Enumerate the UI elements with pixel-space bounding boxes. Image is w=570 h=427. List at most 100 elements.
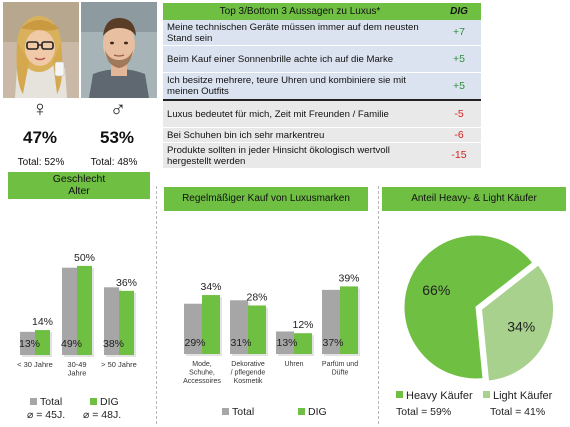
legend-label-heavy: Heavy Käufer <box>406 390 473 402</box>
male-photo <box>81 2 157 98</box>
bar-dig <box>77 265 92 355</box>
statement-text: Luxus bedeutet für mich, Zeit mit Freund… <box>163 100 437 128</box>
bar-dig <box>340 286 358 354</box>
bar-total <box>20 331 35 355</box>
statement-value: -6 <box>437 127 481 143</box>
table-header-row: Top 3/Bottom 3 Aussagen zu Luxus* DIG <box>163 3 481 20</box>
data-label-total: 29% <box>184 337 205 349</box>
table-title: Top 3/Bottom 3 Aussagen zu Luxus* <box>163 3 437 20</box>
table-row: Meine technischen Geräte müssen immer au… <box>163 20 481 46</box>
data-label-dig: 34% <box>200 281 221 293</box>
table-row: Beim Kauf einer Sonnenbrille achte ich a… <box>163 45 481 73</box>
legend-label-total: Total <box>232 406 254 418</box>
category-label: Schuhe, <box>189 370 215 377</box>
statement-text: Meine technischen Geräte müssen immer au… <box>163 20 437 46</box>
statement-text: Beim Kauf einer Sonnenbrille achte ich a… <box>163 45 437 73</box>
bar-dig <box>294 333 312 354</box>
data-label-dig: 14% <box>32 316 53 328</box>
bar-total <box>230 300 248 354</box>
statement-text: Produkte sollten in jeder Hinsicht ökolo… <box>163 142 437 169</box>
data-label-dig: 28% <box>246 291 267 303</box>
male-total: Total: 48% <box>90 157 138 168</box>
data-label-total: 38% <box>103 338 124 350</box>
bar-total <box>322 289 340 354</box>
statement-value: -5 <box>437 100 481 128</box>
category-label: / pflegende <box>231 370 266 377</box>
legend-swatch-heavy <box>396 391 403 398</box>
legend-swatch-total <box>30 398 37 405</box>
category-label: 30-49 <box>67 360 86 369</box>
bar-dig <box>119 290 134 355</box>
bar-total <box>184 303 202 354</box>
female-photo <box>3 2 79 98</box>
statement-value: -15 <box>437 142 481 169</box>
footnote-total: ⌀ = 45J. <box>27 409 65 421</box>
bar-total <box>62 267 77 355</box>
category-label: < 30 Jahre <box>17 360 53 369</box>
gender-header: Geschlecht Alter <box>8 172 150 199</box>
gender-header-label: Geschlecht <box>52 173 106 185</box>
category-label: Parfüm und <box>322 361 358 368</box>
statement-text: Bei Schuhen bin ich sehr markentreu <box>163 127 437 143</box>
statement-value: +5 <box>437 45 481 73</box>
category-label: Mode, <box>192 361 212 368</box>
section-divider <box>156 186 157 424</box>
table-col-label: DIG <box>437 3 481 20</box>
category-label: Uhren <box>284 361 303 368</box>
legend-swatch-dig <box>298 408 305 415</box>
data-label-total: 49% <box>61 338 82 350</box>
legend-label-light: Light Käufer <box>493 390 553 402</box>
data-label-dig: 12% <box>292 319 313 331</box>
legend-swatch-total <box>222 408 229 415</box>
pie-label-heavy: 66% <box>422 282 450 298</box>
legend-label-dig: DIG <box>308 406 327 418</box>
pie-slice-light <box>480 264 555 382</box>
pie-chart-title: Anteil Heavy- & Light Käufer <box>411 193 537 204</box>
data-label-total: 13% <box>19 338 40 350</box>
table-row: Produkte sollten in jeder Hinsicht ökolo… <box>163 142 481 169</box>
category-label: Dekorative <box>231 361 265 368</box>
legend-label-total: Total <box>40 396 62 408</box>
data-label-dig: 39% <box>338 272 359 284</box>
purchase-chart-header: Regelmäßiger Kauf von Luxusmarken <box>164 187 368 211</box>
data-label-total: 37% <box>322 337 343 349</box>
table-row: Bei Schuhen bin ich sehr markentreu -6 <box>163 127 481 143</box>
total-heavy: Total = 59% <box>396 406 451 418</box>
table-row: Luxus bedeutet für mich, Zeit mit Freund… <box>163 100 481 128</box>
statement-text: Ich besitze mehrere, teure Uhren und kom… <box>163 72 437 101</box>
data-label-dig: 50% <box>74 252 95 264</box>
category-label: Accessoires <box>183 378 221 385</box>
data-label-total: 13% <box>276 337 297 349</box>
purchase-bar-chart: 29% 34% Mode, Schuhe,Accessoires 31% 28% Dekor… <box>183 272 360 418</box>
female-total: Total: 52% <box>17 157 65 168</box>
category-label: > 50 Jahre <box>101 360 137 369</box>
male-symbol-icon: ♂ <box>109 96 127 121</box>
category-label: Jahre <box>68 369 87 378</box>
data-label-dig: 36% <box>116 277 137 289</box>
table-row: Ich besitze mehrere, teure Uhren und kom… <box>163 72 481 101</box>
section-divider <box>378 186 379 424</box>
bar-dig <box>35 330 50 355</box>
pie-label-light: 34% <box>507 318 535 334</box>
legend-swatch-light <box>483 391 490 398</box>
bar-total <box>276 331 294 354</box>
pie-slice-heavy <box>403 234 534 380</box>
statement-value: +5 <box>437 72 481 101</box>
age-chart-title: Alter <box>68 185 90 197</box>
total-light: Total = 41% <box>490 406 545 418</box>
pie-chart-header: Anteil Heavy- & Light Käufer <box>382 187 566 211</box>
purchase-chart-title: Regelmäßiger Kauf von Luxusmarken <box>182 193 350 204</box>
bar-dig <box>202 295 220 354</box>
data-label-total: 31% <box>230 337 251 349</box>
legend-swatch-dig <box>90 398 97 405</box>
luxury-statements-table: Top 3/Bottom 3 Aussagen zu Luxus* DIG Me… <box>163 3 481 169</box>
footnote-dig: ⌀ = 48J. <box>83 409 121 421</box>
category-label: Kosmetik <box>234 378 263 385</box>
bar-dig <box>248 305 266 354</box>
bar-total <box>104 287 119 355</box>
legend-label-dig: DIG <box>100 396 119 408</box>
male-percent: 53% <box>99 128 135 147</box>
statement-value: +7 <box>437 20 481 46</box>
heavy-light-pie-chart: 34% 66% Heavy Käufer Light Käufer Total = 59… <box>396 234 555 418</box>
